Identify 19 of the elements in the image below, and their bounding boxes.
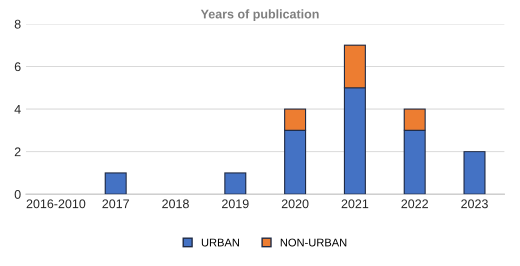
y-tick-label: 4 bbox=[14, 104, 21, 114]
x-tick-label: 2022 bbox=[401, 199, 428, 208]
x-tick-label: 2018 bbox=[162, 199, 189, 208]
legend-label: NON-URBAN bbox=[280, 238, 346, 246]
bar bbox=[104, 172, 127, 194]
bar bbox=[463, 151, 486, 194]
y-tick-label: 6 bbox=[14, 62, 21, 72]
x-tick-label: 2021 bbox=[342, 199, 368, 208]
chart-title: Years of publication bbox=[200, 9, 319, 21]
x-tick-label: 2019 bbox=[222, 199, 249, 208]
y-tick-label: 8 bbox=[14, 20, 21, 29]
x-tick-label: 2017 bbox=[102, 199, 129, 208]
x-tick-label: 2023 bbox=[461, 199, 488, 208]
bar bbox=[224, 172, 246, 194]
y-tick-label: 2 bbox=[14, 147, 21, 156]
x-tick-label: 2020 bbox=[282, 199, 309, 208]
y-tick-label: 0 bbox=[14, 190, 21, 199]
legend-label: URBAN bbox=[202, 238, 239, 246]
x-tick-label: 2016-2010 bbox=[26, 199, 86, 208]
